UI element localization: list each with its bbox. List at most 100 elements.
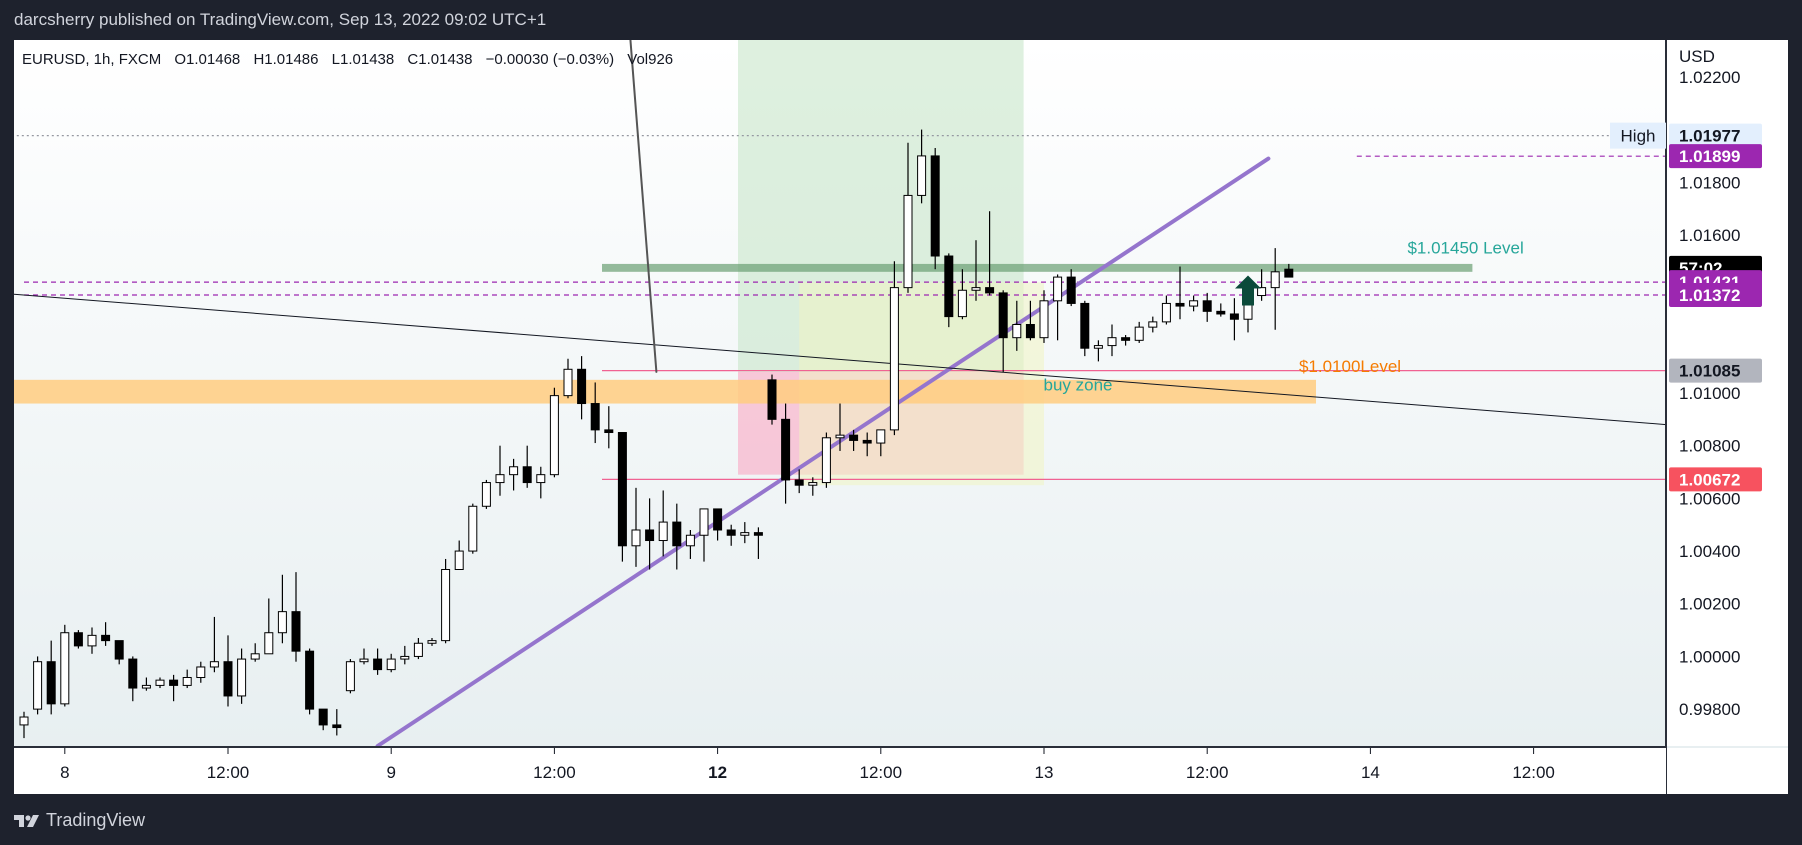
candle[interactable] bbox=[944, 253, 954, 328]
candle[interactable] bbox=[1148, 316, 1158, 333]
candle[interactable] bbox=[645, 498, 655, 570]
candle[interactable] bbox=[1025, 300, 1035, 341]
candle[interactable] bbox=[1093, 340, 1103, 362]
candle[interactable] bbox=[332, 709, 342, 736]
candle[interactable] bbox=[753, 527, 763, 559]
symbol-legend[interactable]: EURUSD, 1h, FXCM O1.01468 H1.01486 L1.01… bbox=[22, 51, 673, 68]
candle[interactable] bbox=[808, 477, 818, 496]
candle[interactable] bbox=[169, 674, 179, 702]
price-label[interactable]: 1.00672 bbox=[1669, 467, 1762, 492]
candle[interactable] bbox=[1202, 292, 1212, 322]
descending-trendline[interactable] bbox=[0, 292, 1667, 426]
candle[interactable] bbox=[1189, 295, 1199, 312]
candle[interactable] bbox=[726, 524, 736, 546]
candle[interactable] bbox=[373, 648, 383, 675]
candle[interactable] bbox=[359, 648, 369, 665]
candle[interactable] bbox=[1284, 263, 1294, 278]
candle[interactable] bbox=[1053, 274, 1063, 341]
candle[interactable] bbox=[196, 661, 206, 683]
price-label[interactable]: 1.01899 bbox=[1669, 144, 1762, 169]
candle[interactable] bbox=[481, 479, 491, 509]
steep-line[interactable] bbox=[628, 23, 658, 373]
candle[interactable] bbox=[509, 458, 519, 491]
candle[interactable] bbox=[835, 403, 845, 451]
candle[interactable] bbox=[250, 643, 260, 662]
candle[interactable] bbox=[713, 508, 723, 541]
candle[interactable] bbox=[930, 148, 940, 270]
candle[interactable] bbox=[604, 406, 614, 449]
candle[interactable] bbox=[60, 624, 70, 707]
candle[interactable] bbox=[128, 656, 138, 702]
candle[interactable] bbox=[277, 574, 287, 644]
candle[interactable] bbox=[849, 429, 859, 451]
candle[interactable] bbox=[767, 374, 777, 425]
candle[interactable] bbox=[318, 708, 328, 731]
candle[interactable] bbox=[1257, 269, 1267, 301]
price-label[interactable]: 1.01372 bbox=[1669, 283, 1762, 308]
candle[interactable] bbox=[876, 429, 886, 457]
candle[interactable] bbox=[1161, 295, 1171, 325]
candle[interactable] bbox=[1080, 300, 1090, 357]
candle[interactable] bbox=[536, 466, 546, 499]
candle[interactable] bbox=[454, 540, 464, 570]
candle[interactable] bbox=[862, 432, 872, 457]
annotation-label[interactable]: buy zone bbox=[1044, 375, 1113, 394]
candle[interactable] bbox=[631, 487, 641, 567]
candle[interactable] bbox=[522, 445, 532, 488]
candle[interactable] bbox=[291, 572, 301, 662]
candle[interactable] bbox=[672, 503, 682, 570]
chart-frame[interactable]: $1.01450 Level $1.0100Level buy zone 1.022… bbox=[0, 23, 1788, 794]
candle[interactable] bbox=[1039, 290, 1049, 343]
candle[interactable] bbox=[985, 211, 995, 296]
up-arrow-icon[interactable] bbox=[1235, 275, 1261, 306]
candle[interactable] bbox=[345, 659, 355, 694]
time-axis-bg[interactable] bbox=[14, 748, 1666, 794]
candle[interactable] bbox=[114, 640, 124, 665]
candle[interactable] bbox=[821, 432, 831, 488]
resistance-band[interactable] bbox=[602, 263, 1473, 272]
candle[interactable] bbox=[209, 616, 219, 673]
candle[interactable] bbox=[957, 269, 967, 320]
candle[interactable] bbox=[305, 648, 315, 715]
candle[interactable] bbox=[1121, 335, 1131, 346]
candle[interactable] bbox=[617, 432, 627, 562]
candle[interactable] bbox=[1175, 266, 1185, 320]
candle[interactable] bbox=[427, 637, 437, 646]
candle[interactable] bbox=[101, 622, 111, 646]
candle[interactable] bbox=[563, 358, 573, 399]
candle[interactable] bbox=[264, 598, 274, 655]
candle[interactable] bbox=[495, 445, 505, 496]
candle[interactable] bbox=[699, 508, 709, 562]
candle[interactable] bbox=[182, 669, 192, 689]
candle[interactable] bbox=[685, 529, 695, 559]
candle[interactable] bbox=[155, 677, 165, 689]
candle[interactable] bbox=[1229, 298, 1239, 341]
candle[interactable] bbox=[1270, 248, 1280, 330]
candle[interactable] bbox=[903, 142, 913, 293]
candle[interactable] bbox=[237, 648, 247, 704]
candle[interactable] bbox=[590, 382, 600, 444]
chart-svg[interactable]: $1.01450 Level $1.0100Level buy zone 1.022… bbox=[0, 23, 1788, 794]
candle[interactable] bbox=[441, 558, 451, 644]
candle[interactable] bbox=[73, 630, 83, 649]
candle[interactable] bbox=[386, 653, 396, 673]
candle[interactable] bbox=[794, 469, 804, 494]
candle[interactable] bbox=[468, 503, 478, 554]
candle[interactable] bbox=[781, 403, 791, 504]
tradingview-logo[interactable]: TradingView bbox=[14, 810, 145, 831]
annotation-label[interactable]: $1.01450 Level bbox=[1407, 238, 1523, 257]
candle[interactable] bbox=[141, 677, 151, 691]
candle[interactable] bbox=[1012, 300, 1022, 351]
candle[interactable] bbox=[19, 711, 29, 739]
support-band[interactable] bbox=[0, 379, 1316, 404]
candle[interactable] bbox=[658, 490, 668, 557]
symbol-name[interactable]: EURUSD, 1h, FXCM bbox=[22, 51, 161, 68]
candle[interactable] bbox=[1107, 324, 1117, 357]
candle[interactable] bbox=[577, 356, 587, 420]
candle[interactable] bbox=[87, 627, 97, 654]
candle[interactable] bbox=[1216, 303, 1226, 317]
candle[interactable] bbox=[46, 640, 56, 715]
price-label[interactable]: 1.01977 High bbox=[1610, 122, 1762, 149]
candle[interactable] bbox=[889, 261, 899, 436]
candle[interactable] bbox=[549, 387, 559, 478]
